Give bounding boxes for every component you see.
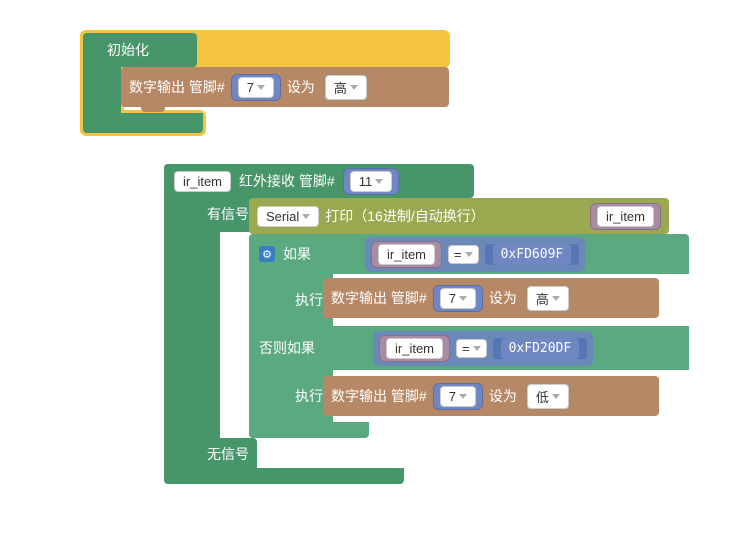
digital-out-do1[interactable]: 数字输出 管脚# 7 设为 高	[323, 278, 659, 318]
do1-label: 执行	[249, 274, 333, 326]
if-cond1[interactable]: ir_item = 0xFD609F	[365, 237, 585, 272]
blockly-canvas: 初始化 数字输出 管脚# 7 设为 高 有信号 无信号 ir_item 红外接收…	[0, 0, 750, 541]
gear-icon[interactable]: ⚙	[259, 246, 275, 262]
elseif-label: 否则如果	[259, 338, 315, 358]
if-cond2[interactable]: ir_item = 0xFD20DF	[373, 331, 593, 366]
init-header: 初始化	[83, 33, 197, 67]
do2-label: 执行	[249, 370, 333, 422]
ir-header: ir_item 红外接收 管脚# 11	[164, 164, 474, 198]
ir-pin-slot[interactable]: 11	[343, 168, 400, 195]
digital-out-init[interactable]: 数字输出 管脚# 7 设为 高	[121, 67, 449, 107]
if-label: 如果	[283, 244, 311, 264]
serial-arg[interactable]: ir_item	[590, 203, 661, 230]
no-signal-label: 无信号	[164, 438, 257, 470]
ir-var[interactable]: ir_item	[174, 171, 231, 192]
digital-out-label1: 数字输出 管脚#	[129, 77, 225, 97]
digital-out-do2[interactable]: 数字输出 管脚# 7 设为 低	[323, 376, 659, 416]
serial-print[interactable]: Serial 打印（16进制/自动换行） ir_item	[249, 198, 669, 234]
pin-slot[interactable]: 7	[231, 74, 281, 101]
digital-out-label2: 设为	[287, 77, 315, 97]
elseif-row: 否则如果 ir_item = 0xFD20DF	[249, 326, 689, 370]
serial-label: 打印（16进制/自动换行）	[325, 206, 484, 226]
has-signal-label: 有信号	[164, 196, 257, 232]
value-slot[interactable]: 高	[321, 73, 371, 102]
if-row: ⚙ 如果 ir_item = 0xFD609F	[249, 234, 689, 274]
serial-dd[interactable]: Serial	[257, 206, 319, 227]
ir-label: 红外接收 管脚#	[239, 171, 335, 191]
init-label: 初始化	[107, 40, 149, 60]
